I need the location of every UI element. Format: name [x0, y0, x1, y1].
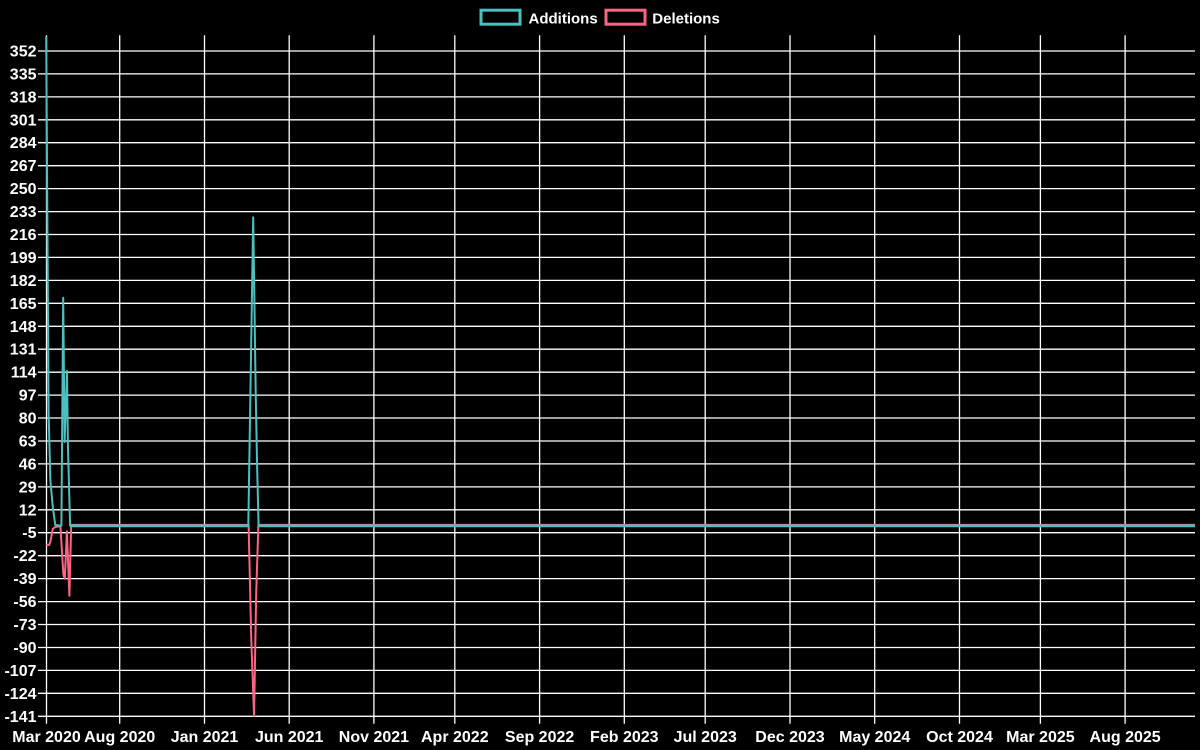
svg-text:Dec 2023: Dec 2023 — [755, 729, 824, 746]
svg-text:29: 29 — [19, 479, 37, 496]
svg-text:Mar 2025: Mar 2025 — [1006, 729, 1075, 746]
svg-text:12: 12 — [19, 502, 37, 519]
svg-text:97: 97 — [19, 388, 37, 405]
svg-text:267: 267 — [10, 158, 37, 175]
svg-text:Oct 2024: Oct 2024 — [926, 729, 993, 746]
svg-text:Aug 2020: Aug 2020 — [84, 729, 155, 746]
svg-text:Jan 2021: Jan 2021 — [171, 729, 239, 746]
svg-text:148: 148 — [10, 319, 37, 336]
svg-text:-107: -107 — [4, 663, 36, 680]
svg-text:Deletions: Deletions — [652, 10, 720, 27]
svg-text:-90: -90 — [13, 640, 36, 657]
svg-text:Nov 2021: Nov 2021 — [339, 729, 409, 746]
svg-text:318: 318 — [10, 89, 37, 106]
svg-text:-73: -73 — [13, 617, 36, 634]
svg-text:233: 233 — [10, 204, 37, 221]
svg-text:250: 250 — [10, 181, 37, 198]
svg-text:165: 165 — [10, 296, 37, 313]
svg-text:63: 63 — [19, 434, 37, 451]
svg-text:335: 335 — [10, 66, 37, 83]
svg-text:131: 131 — [10, 342, 37, 359]
svg-text:Apr 2022: Apr 2022 — [421, 729, 489, 746]
svg-text:Feb 2023: Feb 2023 — [590, 729, 659, 746]
svg-text:May 2024: May 2024 — [839, 729, 910, 746]
svg-text:Additions: Additions — [529, 10, 598, 27]
svg-text:-56: -56 — [13, 594, 36, 611]
svg-text:216: 216 — [10, 227, 37, 244]
svg-text:Sep 2022: Sep 2022 — [505, 729, 574, 746]
svg-text:-39: -39 — [13, 571, 36, 588]
svg-text:182: 182 — [10, 273, 37, 290]
svg-text:46: 46 — [19, 456, 37, 473]
svg-text:Aug 2025: Aug 2025 — [1090, 729, 1161, 746]
svg-text:301: 301 — [10, 112, 37, 129]
svg-text:114: 114 — [11, 365, 37, 382]
svg-text:284: 284 — [10, 135, 37, 152]
svg-text:Mar 2020: Mar 2020 — [12, 729, 81, 746]
svg-text:Jul 2023: Jul 2023 — [674, 729, 737, 746]
svg-text:-141: -141 — [4, 709, 36, 726]
svg-text:-22: -22 — [13, 548, 36, 565]
svg-text:199: 199 — [10, 250, 37, 267]
svg-text:352: 352 — [10, 44, 37, 61]
svg-text:-5: -5 — [22, 525, 36, 542]
svg-text:80: 80 — [19, 411, 37, 428]
svg-text:-124: -124 — [4, 686, 36, 703]
svg-text:Jun 2021: Jun 2021 — [255, 729, 324, 746]
